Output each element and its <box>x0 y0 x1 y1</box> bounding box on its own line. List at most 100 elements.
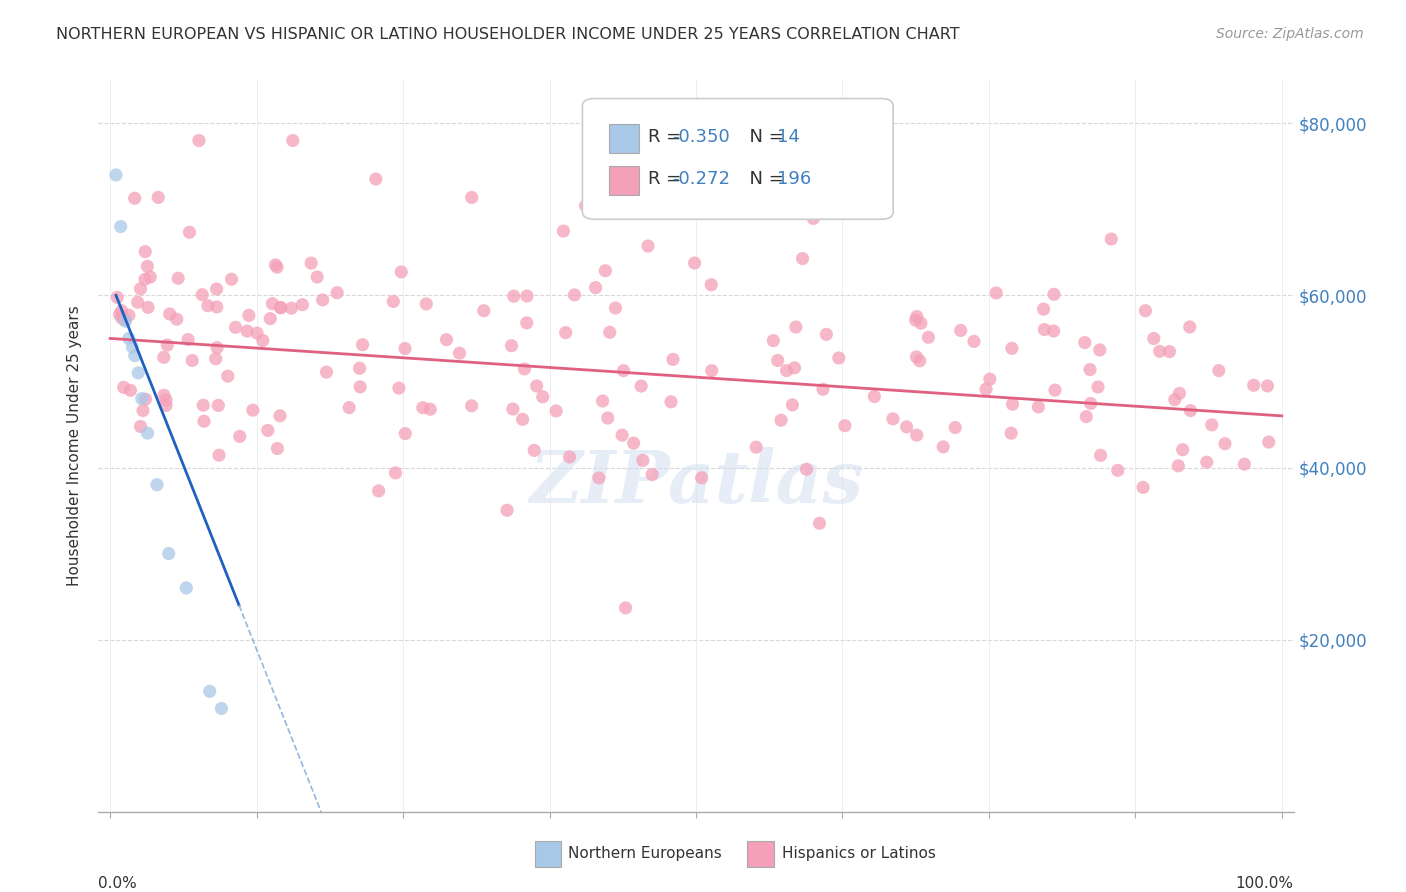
Point <box>1178 320 1201 334</box>
Point <box>167 271 190 285</box>
Point <box>266 442 288 456</box>
Point <box>690 471 713 485</box>
Point <box>129 419 152 434</box>
Point <box>191 287 214 301</box>
Point <box>949 323 972 337</box>
Bar <box>748 841 773 867</box>
Point <box>238 309 260 323</box>
Point <box>770 413 793 427</box>
Point <box>592 394 614 409</box>
Point <box>811 382 834 396</box>
Point <box>610 428 633 442</box>
Point <box>337 401 360 415</box>
Text: N =: N = <box>738 128 783 146</box>
Point <box>1078 362 1101 376</box>
Point <box>225 320 247 334</box>
Point <box>1087 380 1109 394</box>
Point <box>526 379 548 393</box>
Point <box>834 418 856 433</box>
Text: R =: R = <box>648 170 688 188</box>
Point <box>1208 363 1230 377</box>
Point <box>783 360 806 375</box>
Point <box>412 401 434 415</box>
Point <box>516 289 538 303</box>
Point <box>531 390 554 404</box>
Point <box>1159 344 1181 359</box>
Point <box>1135 303 1157 318</box>
Point <box>775 363 797 377</box>
Point <box>683 256 706 270</box>
Point <box>700 364 723 378</box>
Point <box>1201 417 1223 432</box>
Point <box>382 294 405 309</box>
Point <box>114 314 136 328</box>
Point <box>1000 426 1022 441</box>
Point <box>259 311 281 326</box>
Point <box>905 350 928 364</box>
Point <box>193 414 215 428</box>
Point <box>896 420 918 434</box>
Point <box>181 353 204 368</box>
Point <box>111 303 134 318</box>
Point <box>460 190 482 204</box>
Point <box>269 409 291 423</box>
Point <box>1099 232 1122 246</box>
Point <box>155 399 177 413</box>
Point <box>156 338 179 352</box>
Point <box>221 272 243 286</box>
Point <box>1257 379 1279 393</box>
Point <box>792 252 814 266</box>
Point <box>211 701 233 715</box>
Point <box>166 312 188 326</box>
Point <box>266 260 288 275</box>
Point <box>905 310 928 324</box>
Point <box>808 516 831 531</box>
Point <box>252 334 274 348</box>
Point <box>785 320 807 334</box>
FancyBboxPatch shape <box>582 99 893 219</box>
Text: Source: ZipAtlas.com: Source: ZipAtlas.com <box>1216 27 1364 41</box>
Point <box>389 265 412 279</box>
Point <box>553 224 575 238</box>
Point <box>963 334 986 349</box>
Point <box>1033 322 1056 336</box>
Point <box>394 426 416 441</box>
Point <box>155 392 177 407</box>
Point <box>1257 435 1279 450</box>
Point <box>349 380 371 394</box>
Point <box>129 282 152 296</box>
Point <box>1167 458 1189 473</box>
Text: 14: 14 <box>778 128 800 146</box>
Point <box>782 398 804 412</box>
Point <box>932 440 955 454</box>
Point <box>315 365 337 379</box>
Text: -0.272: -0.272 <box>672 170 730 188</box>
Point <box>512 412 534 426</box>
Point <box>501 339 523 353</box>
Point <box>1180 403 1202 417</box>
Text: 0.0%: 0.0% <box>98 876 138 891</box>
Point <box>631 453 654 467</box>
Point <box>187 134 209 148</box>
Point <box>121 340 143 354</box>
Point <box>513 362 536 376</box>
Point <box>637 239 659 253</box>
Point <box>146 477 169 491</box>
Point <box>208 448 231 462</box>
Text: ZIPatlas: ZIPatlas <box>529 447 863 518</box>
Point <box>118 331 141 345</box>
Point <box>384 466 406 480</box>
Point <box>1028 400 1050 414</box>
Point <box>605 301 627 315</box>
Point <box>204 351 226 366</box>
Point <box>131 392 153 406</box>
Point <box>974 382 997 396</box>
Point <box>415 297 437 311</box>
Point <box>943 420 966 434</box>
Point <box>1074 335 1097 350</box>
Point <box>745 440 768 454</box>
Point <box>307 270 329 285</box>
Point <box>205 341 228 355</box>
Point <box>1042 324 1064 338</box>
Point <box>291 298 314 312</box>
